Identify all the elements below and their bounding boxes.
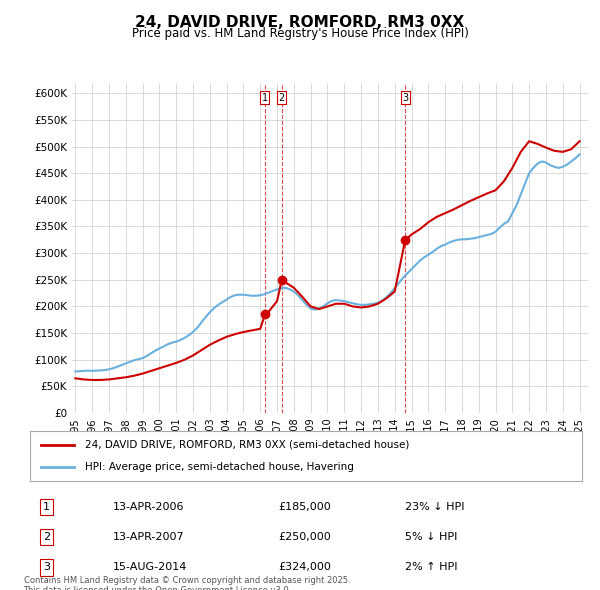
Text: 1: 1 — [43, 502, 50, 512]
Text: 2% ↑ HPI: 2% ↑ HPI — [406, 562, 458, 572]
Text: 13-APR-2006: 13-APR-2006 — [113, 502, 184, 512]
Text: 15-AUG-2014: 15-AUG-2014 — [113, 562, 187, 572]
Text: Price paid vs. HM Land Registry's House Price Index (HPI): Price paid vs. HM Land Registry's House … — [131, 27, 469, 40]
Text: 13-APR-2007: 13-APR-2007 — [113, 532, 184, 542]
Text: £185,000: £185,000 — [278, 502, 331, 512]
Text: 2: 2 — [43, 532, 50, 542]
Text: HPI: Average price, semi-detached house, Havering: HPI: Average price, semi-detached house,… — [85, 462, 354, 472]
Text: 23% ↓ HPI: 23% ↓ HPI — [406, 502, 465, 512]
Text: 24, DAVID DRIVE, ROMFORD, RM3 0XX: 24, DAVID DRIVE, ROMFORD, RM3 0XX — [136, 15, 464, 30]
Text: Contains HM Land Registry data © Crown copyright and database right 2025.
This d: Contains HM Land Registry data © Crown c… — [23, 576, 350, 590]
Text: 3: 3 — [402, 93, 408, 103]
Text: £250,000: £250,000 — [278, 532, 331, 542]
Text: 2: 2 — [278, 93, 285, 103]
Text: 24, DAVID DRIVE, ROMFORD, RM3 0XX (semi-detached house): 24, DAVID DRIVE, ROMFORD, RM3 0XX (semi-… — [85, 440, 410, 450]
Text: 5% ↓ HPI: 5% ↓ HPI — [406, 532, 458, 542]
Text: 3: 3 — [43, 562, 50, 572]
Text: £324,000: £324,000 — [278, 562, 331, 572]
Text: 1: 1 — [262, 93, 268, 103]
